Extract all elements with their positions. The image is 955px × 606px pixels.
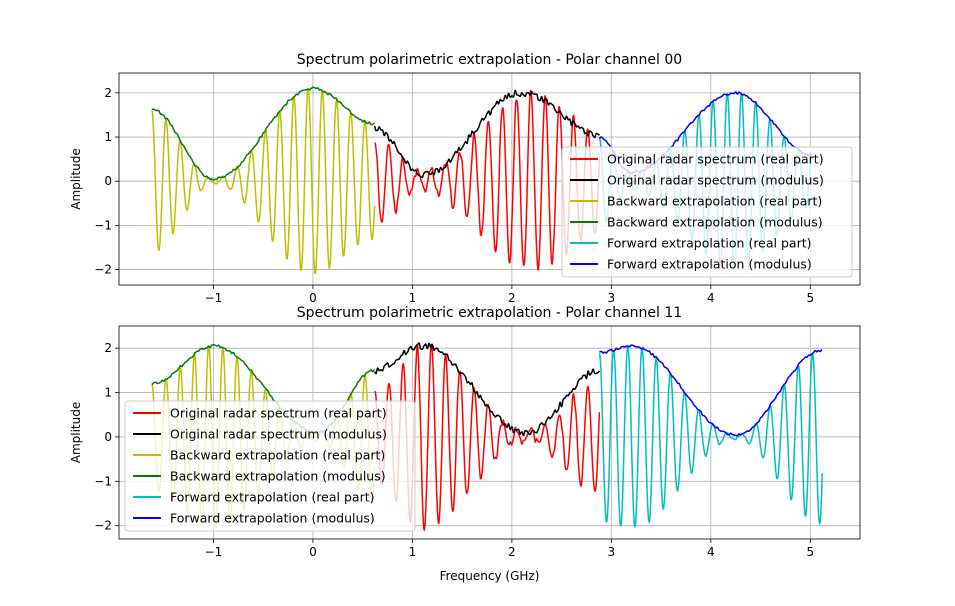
legend-box (561, 146, 853, 278)
x-tick-label: 1 (409, 545, 417, 559)
series-line-5 (599, 344, 823, 437)
axes-frame (118, 72, 861, 286)
legend-label-0: Original radar spectrum (real part) (607, 152, 824, 167)
x-tick-label: 4 (707, 291, 715, 305)
legend: Original radar spectrum (real part) Origi… (124, 400, 416, 532)
legend-label-1: Original radar spectrum (modulus) (607, 173, 824, 188)
series-line-2 (151, 87, 376, 275)
y-tick-label: −2 (94, 519, 112, 533)
y-tick-label: 2 (104, 341, 112, 355)
y-axis-label: Amplitude (69, 148, 83, 210)
y-tick-label: 0 (104, 174, 112, 188)
axes-frame (118, 325, 861, 540)
y-tick-label: −2 (94, 263, 112, 277)
x-tick-label: 3 (608, 545, 616, 559)
x-tick-label: 2 (508, 291, 516, 305)
legend-label-1: Original radar spectrum (modulus) (170, 427, 387, 442)
x-tick-label: 4 (707, 545, 715, 559)
y-tick-label: 0 (104, 430, 112, 444)
x-tick-label: 1 (409, 291, 417, 305)
chart-panel-channel-00: −1 0 1 2 3 4 5 −2 −1 0 1 2 Spectrum polarimetric ext… (69, 52, 861, 305)
x-tick-label: −1 (205, 545, 223, 559)
legend-label-4: Forward extrapolation (real part) (170, 490, 375, 505)
legend-label-2: Backward extrapolation (real part) (170, 448, 385, 463)
series-line-3 (151, 86, 375, 181)
chart-title: Spectrum polarimetric extrapolation - Po… (297, 305, 682, 321)
series-line-4 (598, 345, 823, 528)
legend-label-0: Original radar spectrum (real part) (170, 406, 387, 421)
legend-label-4: Forward extrapolation (real part) (607, 236, 812, 251)
legend-label-3: Backward extrapolation (modulus) (170, 469, 386, 484)
x-tick-label: −1 (205, 291, 223, 305)
series-line-1 (373, 342, 601, 437)
x-tick-label: 5 (806, 291, 814, 305)
legend-label-2: Backward extrapolation (real part) (607, 194, 822, 209)
y-tick-label: 2 (104, 86, 112, 100)
y-tick-label: −1 (94, 218, 112, 232)
x-tick-label: 0 (309, 291, 317, 305)
legend: Original radar spectrum (real part) Origi… (561, 146, 853, 278)
x-tick-label: 2 (508, 545, 516, 559)
x-tick-label: 0 (309, 545, 317, 559)
x-axis-label: Frequency (GHz) (440, 569, 540, 583)
x-tick-label: 3 (608, 291, 616, 305)
x-tick-label: 5 (806, 545, 814, 559)
y-tick-label: −1 (94, 474, 112, 488)
series-line-1 (373, 89, 600, 179)
chart-panel-channel-11: −1 0 1 2 3 4 5 −2 −1 0 1 2 Spectrum polarimetric ext… (69, 305, 861, 583)
chart-title: Spectrum polarimetric extrapolation - Po… (297, 52, 682, 68)
legend-label-3: Backward extrapolation (modulus) (607, 215, 823, 230)
y-tick-label: 1 (104, 130, 112, 144)
y-axis-label: Amplitude (69, 402, 83, 464)
legend-label-5: Forward extrapolation (modulus) (170, 511, 375, 526)
legend-box (124, 400, 416, 532)
y-tick-label: 1 (104, 386, 112, 400)
legend-label-5: Forward extrapolation (modulus) (607, 257, 812, 272)
